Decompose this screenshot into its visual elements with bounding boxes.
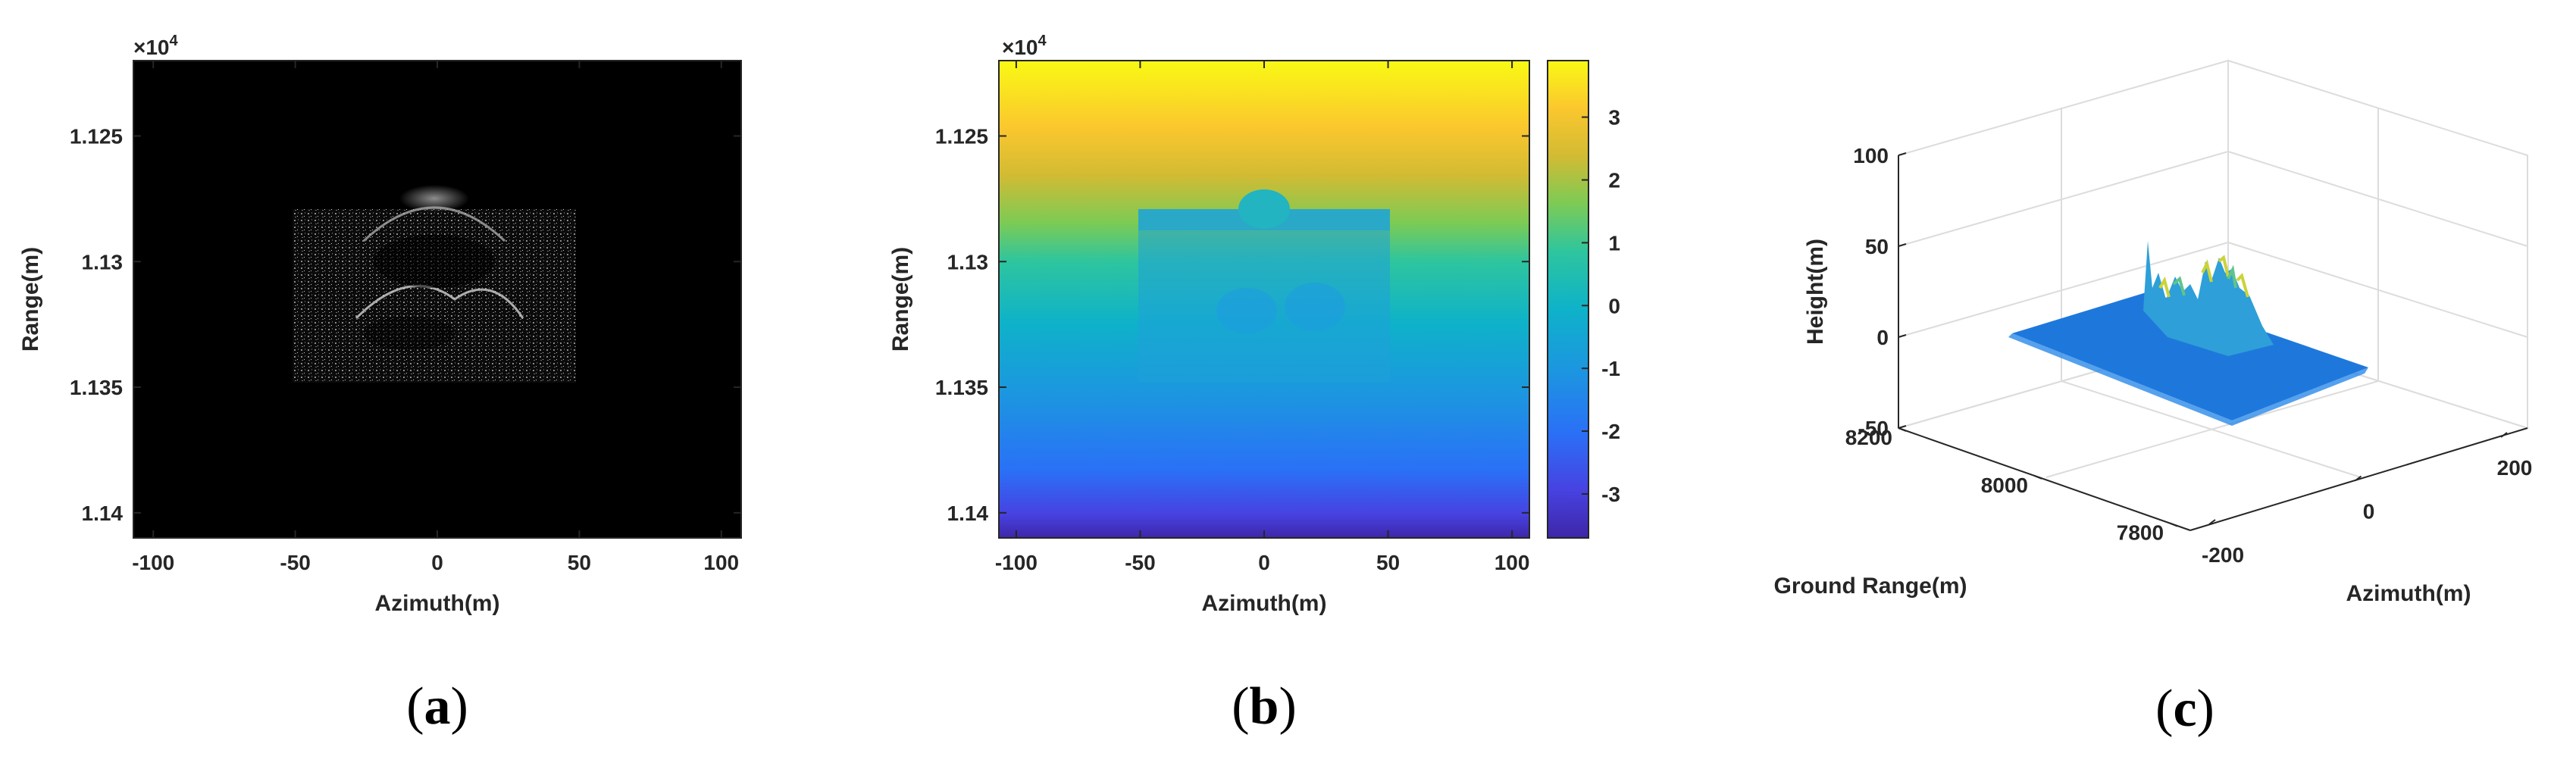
azimuth-tick-label: 200 [2497, 456, 2533, 480]
panel-a-exponent-power: 4 [170, 33, 179, 49]
panel-c-building-peaks [2143, 241, 2274, 356]
panel-a-shadow-lower [364, 317, 455, 350]
panel-c-peak-highlights-2 [2172, 264, 2237, 296]
panel-b-exponent-power: 4 [1038, 33, 1047, 49]
ground-range-tick-label: 8200 [1845, 426, 1892, 449]
ground-range-tick-mark [1898, 427, 1907, 432]
panel-c-grid-floor-2 [2045, 380, 2379, 478]
z-tick-mark [1898, 243, 1907, 247]
x-tick-label: 0 [1258, 551, 1270, 574]
colorbar-tick-label: 1 [1608, 231, 1620, 255]
ground-range-tick-label: 8000 [1981, 474, 2028, 497]
panel-c-zlabel: Height(m) [1803, 239, 1828, 345]
colorbar-tick-label: -3 [1601, 483, 1620, 506]
panel-c-grid-lw-2 [1898, 242, 2229, 338]
colorbar-tick-label: 0 [1608, 294, 1620, 317]
z-tick-label: 100 [1853, 144, 1889, 167]
panel-c-x-axis-line [2189, 427, 2528, 531]
panel-b-colorbar-ticks: 3 2 1 0 -1 -2 -3 [1582, 106, 1620, 506]
azimuth-tick-label: -200 [2202, 543, 2244, 567]
azimuth-tick-label: 0 [2363, 500, 2375, 524]
panel-c-y-ticks: 7800 8000 8200 [1845, 426, 2178, 545]
y-tick-label: 1.13 [82, 250, 124, 274]
z-tick-label: 0 [1876, 326, 1889, 349]
colorbar-tick-label: 3 [1608, 106, 1620, 130]
y-tick-label: 1.14 [82, 502, 124, 525]
x-tick-label: -100 [995, 551, 1038, 574]
panel-a-ridge-upper [362, 206, 506, 242]
panel-b-exponent-base: ×10 [1002, 36, 1038, 59]
panel-b: -100 -50 0 50 100 1.125 1.13 1.135 1.14 ×104 Az… [888, 33, 1620, 736]
panel-c-z-ticks: -50 0 50 100 [1853, 144, 1907, 440]
z-tick-label: 50 [1865, 235, 1889, 258]
x-tick-label: 0 [431, 551, 443, 574]
panel-a-y-ticks: 1.125 1.13 1.135 1.14 [70, 124, 741, 525]
panel-a-exponent-base: ×10 [133, 36, 170, 59]
z-tick-label: -50 [1858, 417, 1889, 440]
panel-b-x-ticks: -100 -50 0 50 100 [995, 61, 1530, 574]
panel-a-ylabel: Range(m) [18, 247, 43, 352]
panel-b-dome [1238, 189, 1290, 229]
panel-a: -100 -50 0 50 100 1.125 1.13 1.135 1.14 ×104 Az… [18, 33, 742, 736]
x-tick-label: -50 [1125, 551, 1155, 574]
panel-b-ylabel: Range(m) [888, 247, 913, 352]
panel-a-dome-top [399, 185, 469, 212]
panel-c-xlabel: Azimuth(m) [2346, 581, 2471, 606]
x-tick-label: 100 [703, 551, 739, 574]
colorbar-tick-label: 2 [1608, 169, 1620, 192]
azimuth-tick-mark [2500, 432, 2508, 438]
panel-c-grid-lw-1 [1898, 151, 2229, 247]
panel-b-xlabel: Azimuth(m) [1202, 591, 1327, 616]
panel-c-front-axes [1898, 155, 2528, 531]
panel-c-caption: (c) [2155, 680, 2214, 738]
y-tick-label: 1.135 [935, 376, 988, 399]
panel-b-colorbar [1547, 60, 1589, 539]
panel-b-dome-left [1216, 288, 1277, 333]
z-tick-mark [1898, 152, 1907, 156]
x-tick-label: -50 [280, 551, 310, 574]
colorbar-tick-label: -1 [1601, 357, 1620, 380]
panel-b-dome-right [1285, 283, 1345, 331]
x-tick-label: -100 [132, 551, 174, 574]
x-tick-label: 50 [568, 551, 591, 574]
panel-a-xlabel: Azimuth(m) [375, 591, 500, 616]
panel-a-shadow-center [374, 235, 495, 288]
panel-a-x-ticks: -100 -50 0 50 100 [132, 61, 739, 574]
y-tick-label: 1.14 [947, 502, 989, 525]
y-tick-label: 1.135 [70, 376, 123, 399]
panel-c-surface [2012, 292, 2368, 420]
panel-c: -50 0 50 100 7800 8000 8200 -200 0 200 Height(m… [1774, 59, 2533, 738]
panel-b-y-ticks: 1.125 1.13 1.135 1.14 [935, 124, 1529, 525]
panel-b-exponent: ×104 [1002, 33, 1047, 59]
panel-c-ylabel: Ground Range(m) [1774, 574, 1967, 599]
z-tick-mark [1898, 425, 1907, 429]
panel-a-ridge-lower [355, 284, 524, 320]
y-tick-label: 1.125 [70, 124, 123, 148]
panel-c-x-ticks: -200 0 200 [2202, 432, 2533, 567]
ground-range-tick-label: 7800 [2117, 521, 2164, 545]
panel-c-peak-cluster [2143, 241, 2274, 356]
x-tick-label: 100 [1495, 551, 1530, 574]
ground-range-tick-mark [2033, 474, 2042, 480]
y-tick-label: 1.125 [935, 124, 988, 148]
y-tick-label: 1.13 [947, 250, 989, 274]
panel-c-peak-highlights [2158, 255, 2249, 298]
panel-b-caption: (b) [1232, 677, 1297, 736]
ground-range-tick-mark [2169, 522, 2178, 527]
x-tick-label: 50 [1376, 551, 1400, 574]
panel-c-surface-edge [2008, 333, 2368, 426]
panel-a-exponent: ×104 [133, 33, 179, 59]
colorbar-tick-label: -2 [1601, 420, 1620, 443]
azimuth-tick-mark [2208, 519, 2216, 525]
panel-c-y-axis-line [1898, 427, 2191, 531]
azimuth-tick-mark [2354, 475, 2362, 482]
z-tick-mark [1898, 334, 1907, 338]
panel-a-caption: (a) [406, 677, 468, 736]
